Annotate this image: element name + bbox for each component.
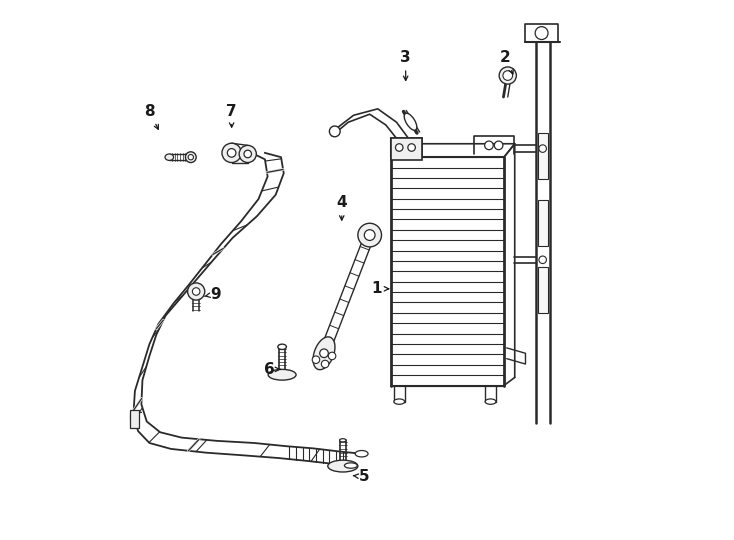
Bar — [538, 133, 548, 179]
Circle shape — [494, 141, 503, 150]
Text: 2: 2 — [501, 50, 513, 74]
Bar — [129, 410, 139, 428]
Ellipse shape — [340, 438, 346, 442]
Circle shape — [535, 26, 548, 39]
Circle shape — [408, 144, 415, 151]
Circle shape — [484, 141, 493, 150]
Ellipse shape — [313, 337, 335, 370]
Circle shape — [312, 356, 320, 363]
Text: 3: 3 — [400, 50, 411, 80]
Circle shape — [364, 230, 375, 240]
Ellipse shape — [355, 450, 368, 457]
Circle shape — [239, 145, 256, 163]
Ellipse shape — [165, 154, 174, 160]
Ellipse shape — [485, 399, 496, 404]
Circle shape — [188, 154, 194, 160]
Text: 4: 4 — [336, 195, 347, 220]
Circle shape — [328, 352, 336, 360]
Ellipse shape — [328, 460, 358, 472]
Ellipse shape — [268, 369, 296, 380]
Circle shape — [192, 288, 200, 295]
Circle shape — [539, 256, 546, 264]
Ellipse shape — [278, 344, 286, 349]
Text: 6: 6 — [264, 362, 280, 377]
Text: 1: 1 — [371, 281, 388, 296]
Circle shape — [228, 148, 236, 157]
Circle shape — [396, 144, 403, 151]
Circle shape — [244, 150, 252, 158]
Text: 8: 8 — [144, 104, 159, 129]
Circle shape — [321, 360, 329, 368]
Circle shape — [503, 71, 512, 80]
Circle shape — [539, 145, 546, 152]
Circle shape — [499, 67, 516, 84]
Circle shape — [188, 283, 205, 300]
Ellipse shape — [394, 399, 404, 404]
Ellipse shape — [344, 463, 357, 468]
Bar — [538, 267, 548, 313]
Text: 9: 9 — [205, 287, 221, 302]
Circle shape — [358, 223, 382, 247]
Bar — [538, 200, 548, 246]
Ellipse shape — [404, 113, 417, 130]
Circle shape — [320, 349, 328, 357]
Text: 5: 5 — [353, 469, 370, 484]
Circle shape — [330, 126, 340, 137]
Text: 7: 7 — [226, 104, 237, 127]
Bar — [391, 138, 422, 160]
Circle shape — [186, 152, 196, 163]
Circle shape — [222, 143, 241, 163]
